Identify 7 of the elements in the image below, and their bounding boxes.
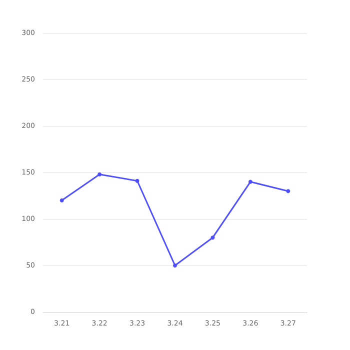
point [98,172,102,176]
point [135,178,140,183]
point [248,180,252,184]
point [210,236,215,240]
point [173,264,177,268]
point [60,198,64,202]
point [286,189,290,194]
